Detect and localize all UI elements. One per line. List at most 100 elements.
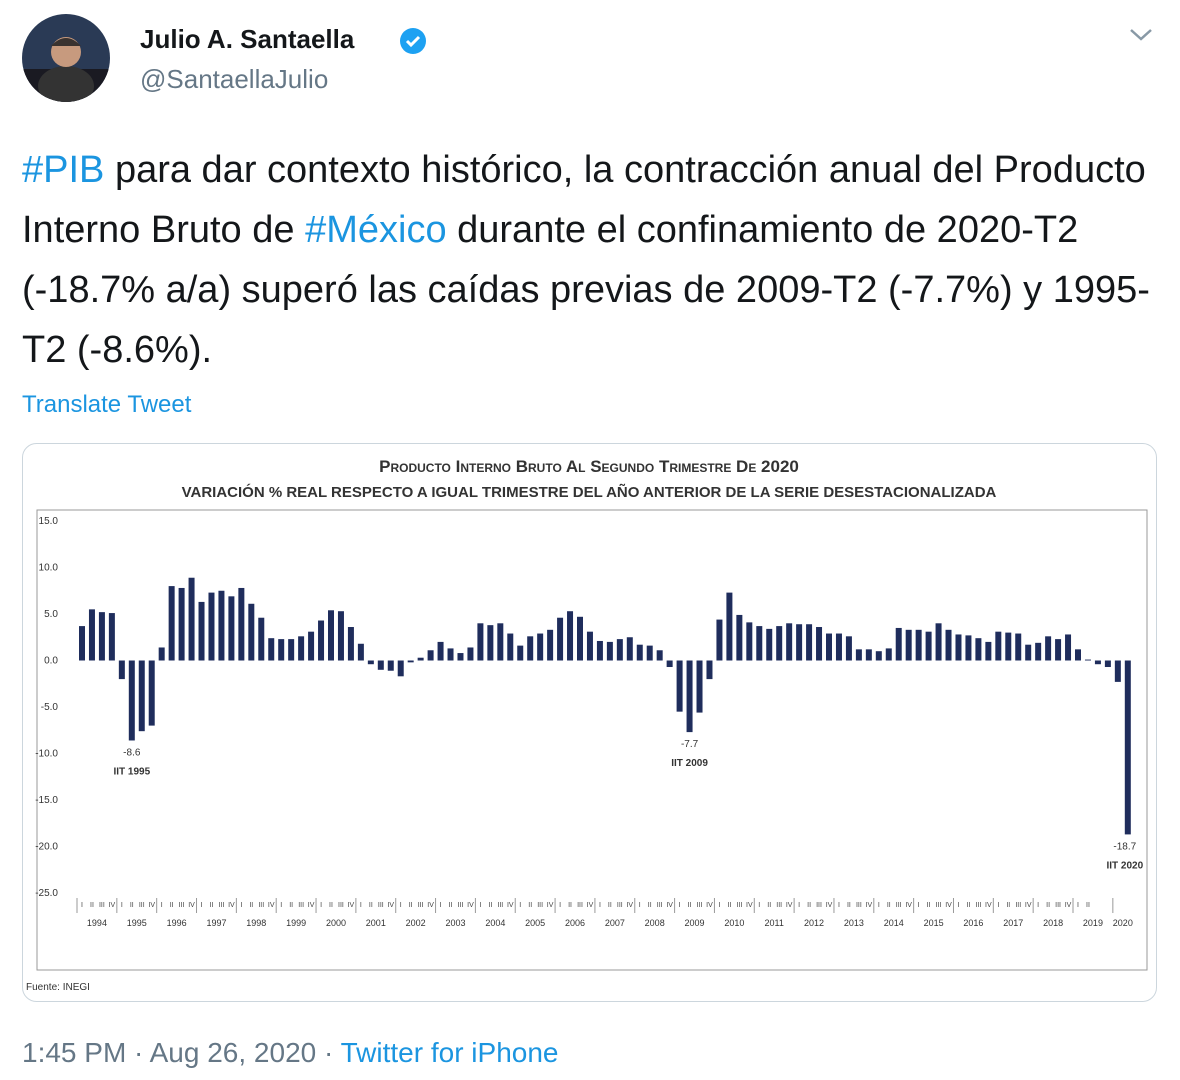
- x-tick-label: III: [657, 902, 663, 909]
- text-segment: durante el confinamiento de 2020-T2 (-18…: [22, 209, 1150, 371]
- x-tick-label: II: [767, 902, 771, 909]
- year-label: 1998: [246, 918, 266, 928]
- more-menu[interactable]: [1126, 24, 1156, 44]
- year-label: 2019: [1083, 918, 1103, 928]
- annotation: -8.6: [123, 747, 141, 758]
- bar: [118, 660, 125, 680]
- year-label: 2002: [406, 918, 426, 928]
- bar: [1045, 636, 1052, 661]
- x-tick-label: III: [179, 902, 185, 909]
- bar: [108, 613, 115, 661]
- bar: [98, 612, 105, 661]
- bar: [955, 634, 962, 661]
- x-tick-label: III: [936, 902, 942, 909]
- bar: [1075, 649, 1081, 661]
- bar: [158, 647, 165, 661]
- year-label: 2009: [685, 918, 705, 928]
- x-tick-label: IV: [866, 902, 873, 909]
- tweet-footer: 1:45 PM · Aug 26, 2020 · Twitter for iPh…: [22, 1037, 559, 1068]
- x-tick-label: II: [847, 902, 851, 909]
- chart-title: Producto Interno Bruto Al Segundo Trimes…: [379, 457, 799, 476]
- x-tick-label: II: [887, 902, 891, 909]
- bar: [457, 653, 464, 661]
- year-label: 1999: [286, 918, 306, 928]
- x-tick-label: II: [289, 902, 293, 909]
- bar: [1084, 659, 1091, 661]
- x-tick-label: I: [1037, 902, 1039, 909]
- bar: [905, 629, 912, 661]
- x-tick-label: I: [440, 902, 442, 909]
- bar: [1094, 660, 1101, 665]
- tweet-text: #PIB para dar contexto histórico, la con…: [22, 140, 1162, 380]
- x-tick-label: III: [896, 902, 902, 909]
- x-tick-label: IV: [387, 902, 394, 909]
- y-tick-label: -25.0: [35, 888, 58, 899]
- bar: [377, 660, 384, 670]
- bar: [975, 638, 982, 661]
- bar: [328, 610, 334, 661]
- x-tick-label: IV: [109, 902, 116, 909]
- bar: [676, 660, 683, 712]
- bar: [298, 636, 305, 661]
- x-tick-label: I: [280, 902, 282, 909]
- x-tick-label: IV: [826, 902, 833, 909]
- hashtag[interactable]: #México: [305, 209, 447, 251]
- bar: [826, 633, 832, 661]
- year-label: 1994: [87, 918, 107, 928]
- tweet-time[interactable]: 1:45 PM: [22, 1037, 127, 1068]
- hashtag[interactable]: #PIB: [22, 149, 105, 191]
- translate-link[interactable]: Translate Tweet: [22, 391, 192, 418]
- y-tick-label: 0.0: [44, 656, 58, 667]
- bar: [487, 625, 494, 661]
- x-tick-label: IV: [148, 902, 155, 909]
- x-tick-label: IV: [985, 902, 992, 909]
- year-label: 2001: [366, 918, 386, 928]
- x-tick-label: II: [130, 902, 134, 909]
- bar: [547, 629, 554, 661]
- x-tick-label: IV: [626, 902, 633, 909]
- x-tick-label: II: [688, 902, 692, 909]
- x-tick-label: III: [816, 902, 822, 909]
- bar: [1015, 633, 1022, 661]
- bar: [1114, 660, 1121, 682]
- x-tick-label: III: [219, 902, 225, 909]
- avatar[interactable]: [22, 14, 110, 102]
- bar: [497, 623, 504, 661]
- bar: [646, 645, 653, 661]
- year-label: 2012: [804, 918, 824, 928]
- x-tick-label: II: [608, 902, 612, 909]
- x-tick-label: III: [1055, 902, 1061, 909]
- x-tick-label: III: [856, 902, 862, 909]
- x-tick-label: III: [776, 902, 782, 909]
- tweet-source[interactable]: Twitter for iPhone: [340, 1037, 559, 1068]
- y-tick-label: -20.0: [35, 842, 58, 853]
- y-tick-label: -10.0: [35, 749, 58, 760]
- bar: [885, 648, 892, 661]
- bar: [756, 626, 763, 661]
- bar: [985, 641, 992, 661]
- x-tick-label: II: [249, 902, 253, 909]
- x-tick-label: III: [617, 902, 623, 909]
- bar: [606, 641, 613, 661]
- bar: [766, 628, 773, 661]
- year-label: 2011: [765, 918, 784, 928]
- x-tick-label: III: [697, 902, 703, 909]
- y-tick-label: 15.0: [39, 516, 59, 527]
- user-handle[interactable]: @SantaellaJulio: [140, 64, 329, 94]
- year-label: 1995: [127, 918, 147, 928]
- plot-frame: [36, 509, 1148, 971]
- bar: [178, 587, 185, 661]
- x-tick-label: I: [360, 902, 362, 909]
- x-tick-label: IV: [587, 902, 594, 909]
- annotation: -18.7: [1113, 841, 1136, 852]
- tweet-date[interactable]: Aug 26, 2020: [149, 1037, 317, 1068]
- bar: [626, 637, 633, 661]
- user-name[interactable]: Julio A. Santaella: [140, 24, 355, 54]
- x-tick-label: III: [1015, 902, 1021, 909]
- x-tick-label: I: [639, 902, 641, 909]
- bar: [616, 639, 623, 661]
- x-tick-label: IV: [547, 902, 554, 909]
- year-label: 2004: [485, 918, 505, 928]
- chart-card[interactable]: Producto Interno Bruto Al Segundo Trimes…: [22, 443, 1157, 1002]
- bar: [467, 647, 474, 661]
